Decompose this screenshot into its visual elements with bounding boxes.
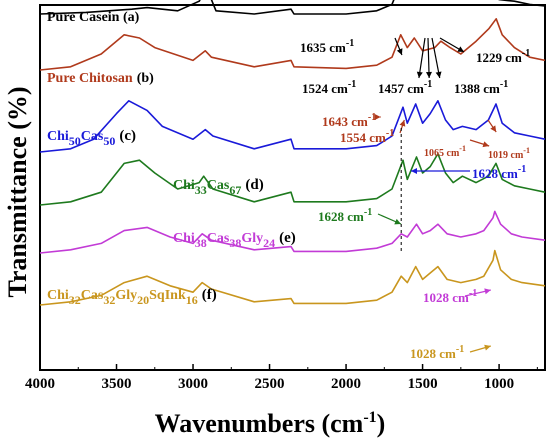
x-tick-label: 2000 xyxy=(331,376,361,392)
series-label-d-sub2: 67 xyxy=(229,183,241,197)
x-tick-label: 2500 xyxy=(255,376,285,392)
series-label-a: Pure Casein (a) xyxy=(47,10,140,25)
series-label-d-chi: Chi xyxy=(173,178,195,193)
series-label-e-cas: Cas xyxy=(207,231,230,246)
annotation-a-1388: 1388 cm-1 xyxy=(454,79,508,96)
series-label-f-sqink: SqInk xyxy=(149,288,186,303)
annotation-arrow xyxy=(427,37,430,79)
series-label-e-gly: Gly xyxy=(241,231,263,246)
series-label-b-suffix: (b) xyxy=(137,71,154,86)
annotation-arrowhead xyxy=(484,344,491,351)
annotation-arrow xyxy=(431,37,441,79)
series-label-f-gly: Gly xyxy=(115,288,137,303)
series-label-f-suffix: (f) xyxy=(202,287,217,303)
series-label-f: Chi32Cas32Gly20SqInk16 (f) xyxy=(47,287,217,307)
series-label-f-cas: Cas xyxy=(81,288,104,303)
series-label-e: Chi38Cas38Gly24 (e) xyxy=(173,230,296,250)
series-layer xyxy=(39,0,546,306)
arrow-layer xyxy=(374,37,497,353)
x-tick-label: 3000 xyxy=(178,376,208,392)
annotation-arrowhead xyxy=(416,71,423,78)
annotation-arrowhead xyxy=(482,141,490,148)
plot-frame xyxy=(39,4,546,371)
annotation-b-1019: 1019 cm-1 xyxy=(488,146,530,161)
annotation-d-1628: 1628 cm-1 xyxy=(318,207,372,224)
annotation-arrowhead xyxy=(435,71,442,78)
series-label-d-sub1: 33 xyxy=(195,183,207,197)
annotation-f-1028: 1028 cm-1 xyxy=(410,344,464,361)
annotation-b-1643: 1643 cm-1 xyxy=(322,112,376,129)
series-label-e-sub1: 38 xyxy=(195,236,207,250)
series-label-d: Chi33Cas67 (d) xyxy=(173,177,264,197)
series-label-c-sub1: 50 xyxy=(69,134,81,148)
annotation-arrowhead xyxy=(399,120,406,127)
annotation-b-1554: 1554 cm-1 xyxy=(340,128,394,145)
series-label-c-sub2: 50 xyxy=(103,134,115,148)
series-line-e xyxy=(39,210,546,254)
x-tick-label: 4000 xyxy=(25,376,55,392)
annotation-a-1457: 1457 cm-1 xyxy=(378,79,432,96)
x-tick-label: 1000 xyxy=(484,376,514,392)
x-tick-label: 1500 xyxy=(408,376,438,392)
series-line-c xyxy=(39,100,546,153)
x-axis-title-main: Wavenumbers (cm xyxy=(155,409,364,438)
series-label-f-sub4: 16 xyxy=(186,293,198,307)
series-line-d xyxy=(39,153,546,206)
annotation-arrowhead xyxy=(374,114,381,120)
series-label-e-chi: Chi xyxy=(173,231,195,246)
annotation-b-1065: 1065 cm-1 xyxy=(424,144,466,159)
series-label-f-sub1: 32 xyxy=(69,293,81,307)
series-label-e-sub2: 38 xyxy=(229,236,241,250)
series-label-b-main: Pure Chitosan xyxy=(47,71,133,86)
x-axis-title: Wavenumbers (cm-1) xyxy=(155,409,386,438)
x-axis-title-sup: -1 xyxy=(363,409,376,426)
series-label-c-cas: Cas xyxy=(81,129,104,144)
x-tick-label: 3500 xyxy=(102,376,132,392)
x-axis-title-tail: ) xyxy=(377,409,386,438)
x-ticks: 4000 3500 3000 2500 2000 1500 1000 xyxy=(25,364,538,392)
series-line-f xyxy=(39,249,546,306)
annotation-a-1229: 1229 cm-1 xyxy=(476,48,530,65)
series-label-f-chi: Chi xyxy=(47,288,69,303)
series-label-b: Pure Chitosan (b) xyxy=(47,71,154,86)
series-label-c-chi: Chi xyxy=(47,129,69,144)
annotation-arrowhead xyxy=(457,46,465,52)
series-label-f-sub3: 20 xyxy=(137,293,149,307)
annotation-arrowhead xyxy=(410,168,417,174)
series-label-c: Chi50Cas50 (c) xyxy=(47,128,136,148)
annotation-e-1028: 1028 cm-1 xyxy=(423,288,477,305)
series-label-e-sub3: 24 xyxy=(263,236,275,250)
annotation-arrowhead xyxy=(396,48,403,55)
series-label-d-cas: Cas xyxy=(207,178,230,193)
series-line-b xyxy=(39,18,546,71)
annotation-c-1628: 1628 cm-1 xyxy=(472,164,526,181)
series-label-f-sub2: 32 xyxy=(103,293,115,307)
annotation-arrowhead xyxy=(490,125,497,132)
annotation-arrow xyxy=(418,37,426,79)
series-label-d-suffix: (d) xyxy=(245,177,263,193)
annotation-arrowhead xyxy=(394,218,401,225)
annotation-a-1524: 1524 cm-1 xyxy=(302,79,356,96)
y-axis-title: Transmittance (%) xyxy=(3,86,32,297)
series-label-e-suffix: (e) xyxy=(279,230,296,246)
annotation-arrowhead xyxy=(484,288,491,295)
annotation-a-1635: 1635 cm-1 xyxy=(300,38,354,55)
series-label-c-suffix: (c) xyxy=(119,128,136,144)
annotation-arrowhead xyxy=(425,71,432,78)
